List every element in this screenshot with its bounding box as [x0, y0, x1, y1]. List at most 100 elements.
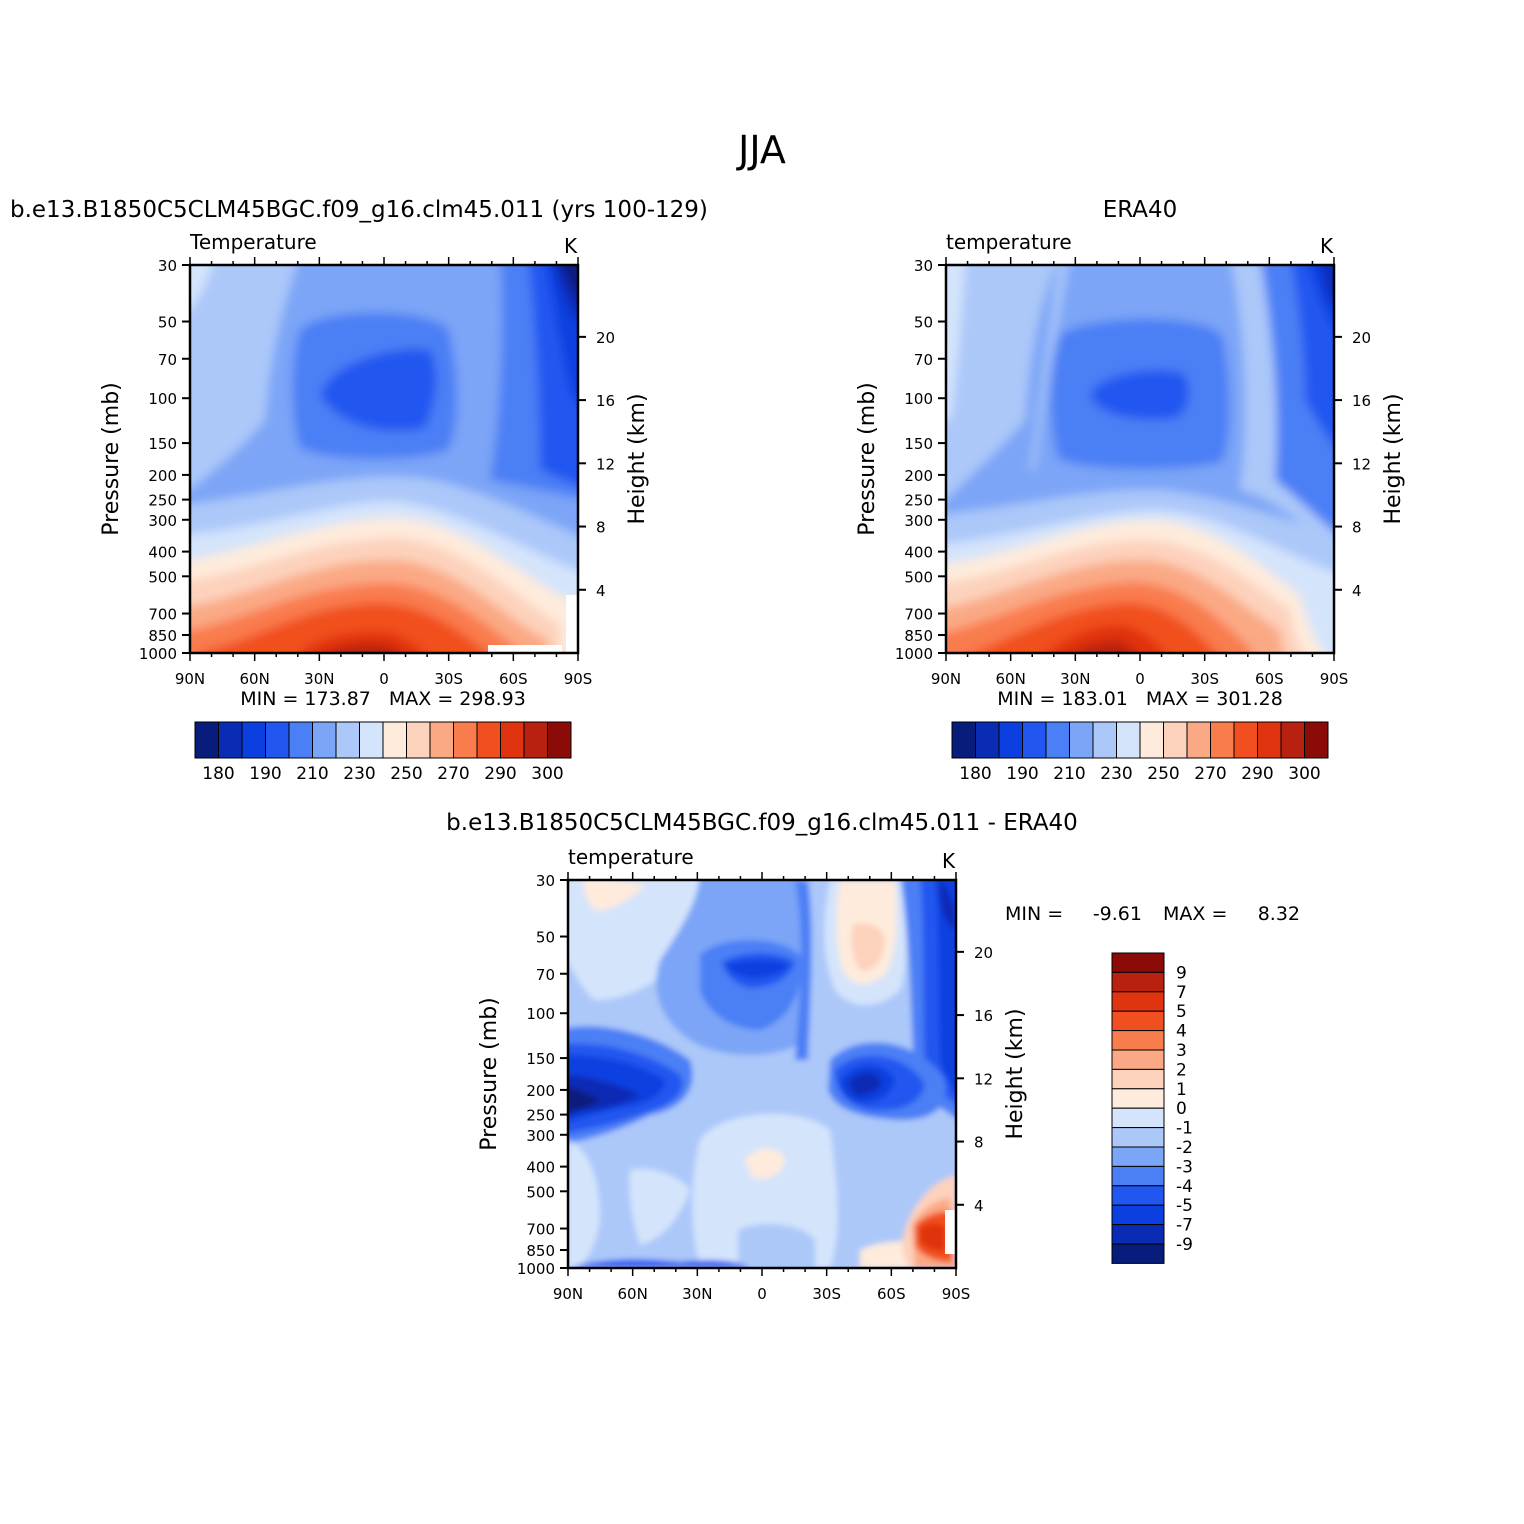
- panel-diff-max-label: MAX =: [1163, 903, 1227, 925]
- height-tick-label: 20: [1352, 329, 1371, 347]
- panel-diff-max-value: 8.32: [1258, 903, 1300, 925]
- colorbar-box: [1111, 1146, 1165, 1167]
- panel-diff-units: K: [942, 849, 956, 873]
- pressure-tick-label: 150: [904, 435, 933, 453]
- colorbar-box: [1280, 721, 1305, 759]
- pressure-tick-label: 70: [536, 966, 555, 984]
- colorbar-box: [241, 721, 266, 759]
- pressure-tick-label: 50: [914, 314, 933, 332]
- pressure-tick-label: 150: [148, 435, 177, 453]
- pressure-tick-label: 50: [158, 314, 177, 332]
- panel-diff-axes: 305070100150200250300400500700850100090N…: [477, 872, 1028, 1303]
- panel-diff-title: b.e13.B1850C5CLM45BGC.f09_g16.clm45.011 …: [446, 810, 1078, 836]
- lat-tick-label: 90S: [564, 670, 593, 688]
- lat-tick-label: 0: [1135, 670, 1145, 688]
- colorbar-box: [1111, 1204, 1165, 1226]
- panel-diff-variable: temperature: [568, 845, 694, 869]
- panel-obs-minmax: MIN = 183.01 MAX = 301.28: [997, 688, 1283, 710]
- pressure-tick-label: 850: [526, 1242, 555, 1260]
- colorbar-label: 190: [1006, 764, 1038, 784]
- panel-model-field: [190, 265, 578, 653]
- colorbar-label: 210: [1053, 764, 1085, 784]
- lat-tick-label: 0: [757, 1285, 767, 1303]
- height-tick-label: 20: [596, 329, 615, 347]
- colorbar-box: [1111, 1127, 1165, 1148]
- panel-diff-min-label: MIN =: [1005, 903, 1063, 925]
- colorbar-box: [1111, 1068, 1165, 1090]
- lat-tick-label: 0: [379, 670, 389, 688]
- colorbar-box: [218, 721, 243, 759]
- colorbar-box: [1139, 721, 1164, 759]
- colorbar-box: [1045, 721, 1070, 759]
- pressure-tick-label: 200: [526, 1082, 555, 1100]
- y-axis-label-right: Height (km): [1381, 393, 1406, 524]
- pressure-tick-label: 700: [148, 606, 177, 624]
- panel-obs-colorbar: 180 190 210 230 250 270 290 300: [951, 721, 1329, 784]
- pressure-tick-label: 400: [148, 544, 177, 562]
- lat-tick-label: 90N: [931, 670, 961, 688]
- colorbar-label: 290: [484, 764, 516, 784]
- colorbar-box: [1111, 1107, 1165, 1129]
- colorbar-label: 270: [1194, 764, 1226, 784]
- colorbar-box: [1111, 1165, 1165, 1187]
- colorbar-label: -1: [1176, 1119, 1193, 1139]
- colorbar-label: 5: [1176, 1002, 1187, 1022]
- pressure-tick-label: 500: [904, 568, 933, 586]
- pressure-tick-label: 400: [904, 544, 933, 562]
- colorbar-label: 300: [531, 764, 563, 784]
- pressure-tick-label: 700: [526, 1221, 555, 1239]
- colorbar-label: -4: [1176, 1177, 1193, 1197]
- lat-tick-label: 60S: [877, 1285, 906, 1303]
- colorbar-label: 2: [1176, 1060, 1187, 1080]
- colorbar-label: 180: [959, 764, 991, 784]
- colorbar-box: [1111, 1224, 1165, 1245]
- pressure-tick-label: 30: [158, 257, 177, 275]
- lat-tick-label: 30N: [1060, 670, 1090, 688]
- colorbar-box: [1111, 1243, 1165, 1264]
- pressure-tick-label: 700: [904, 606, 933, 624]
- colorbar-box: [1111, 1088, 1165, 1109]
- pressure-tick-label: 1000: [895, 645, 933, 663]
- pressure-tick-label: 70: [914, 351, 933, 369]
- lat-tick-label: 30S: [1190, 670, 1219, 688]
- height-tick-label: 4: [974, 1197, 984, 1215]
- panel-diff: b.e13.B1850C5CLM45BGC.f09_g16.clm45.011 …: [446, 810, 1300, 1303]
- panel-model-axes: 305070100150200250300400500700850100090N…: [99, 257, 650, 688]
- lat-tick-label: 30S: [812, 1285, 841, 1303]
- colorbar-box: [265, 721, 290, 759]
- colorbar-label: 230: [1100, 764, 1132, 784]
- colorbar-box: [288, 721, 313, 759]
- lat-tick-label: 90N: [175, 670, 205, 688]
- pressure-tick-label: 50: [536, 929, 555, 947]
- pressure-tick-label: 300: [904, 512, 933, 530]
- colorbar-label: -3: [1176, 1157, 1193, 1177]
- lat-tick-label: 30N: [682, 1285, 712, 1303]
- colorbar-box: [1092, 721, 1117, 759]
- colorbar-box: [1257, 721, 1282, 759]
- colorbar-box: [1304, 721, 1329, 759]
- panel-obs: ERA40 temperature K: [855, 197, 1406, 784]
- colorbar-box: [1111, 1049, 1165, 1070]
- height-tick-label: 4: [596, 582, 606, 600]
- colorbar-label: -2: [1176, 1138, 1193, 1158]
- height-tick-label: 4: [1352, 582, 1362, 600]
- colorbar-label: 230: [343, 764, 375, 784]
- panel-obs-units: K: [1320, 234, 1334, 258]
- y-axis-label: Pressure (mb): [477, 997, 502, 1151]
- colorbar-box: [523, 721, 548, 759]
- colorbar-box: [1210, 721, 1235, 759]
- pressure-tick-label: 1000: [517, 1260, 555, 1278]
- panel-model-variable: Temperature: [189, 230, 317, 254]
- colorbar-box: [547, 721, 572, 759]
- panel-model-minmax: MIN = 173.87 MAX = 298.93: [240, 688, 526, 710]
- panel-model-units: K: [564, 234, 578, 258]
- height-tick-label: 8: [1352, 519, 1362, 537]
- pressure-tick-label: 500: [526, 1183, 555, 1201]
- pressure-tick-label: 30: [914, 257, 933, 275]
- pressure-tick-label: 300: [526, 1127, 555, 1145]
- height-tick-label: 8: [974, 1134, 984, 1152]
- pressure-tick-label: 100: [904, 390, 933, 408]
- panel-obs-axes: 305070100150200250300400500700850100090N…: [855, 257, 1406, 688]
- height-tick-label: 16: [596, 392, 615, 410]
- panel-obs-variable: temperature: [946, 230, 1072, 254]
